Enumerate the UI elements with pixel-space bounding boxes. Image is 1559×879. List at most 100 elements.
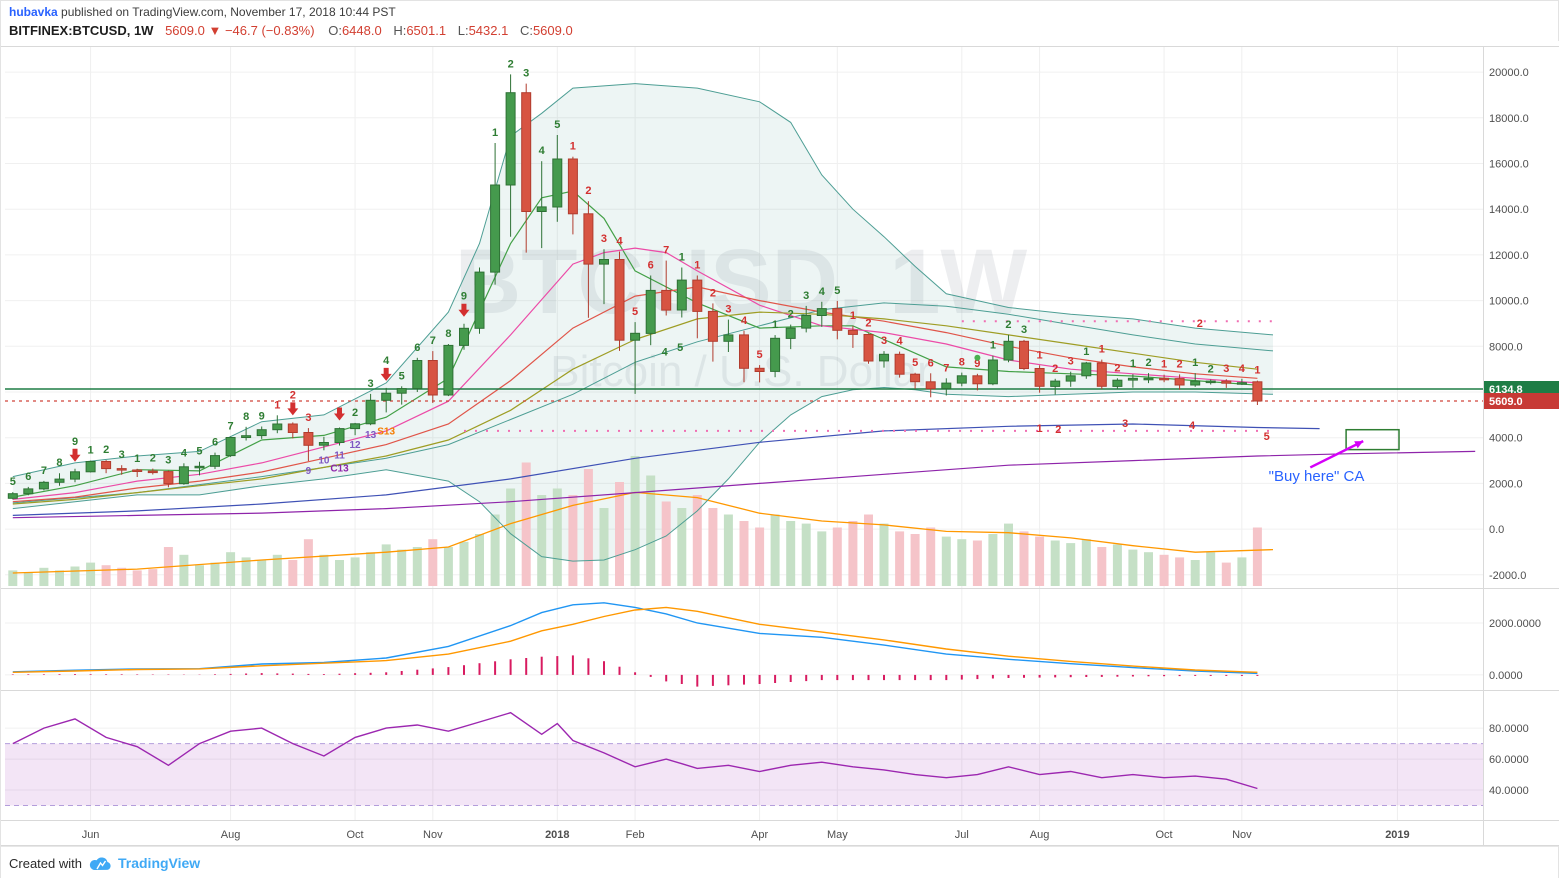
volume-bar bbox=[226, 552, 236, 586]
svg-text:6: 6 bbox=[212, 437, 218, 449]
svg-text:5: 5 bbox=[1264, 431, 1270, 443]
svg-text:Oct: Oct bbox=[346, 829, 363, 841]
buy-annotation[interactable]: "Buy here" CA bbox=[1269, 428, 1400, 485]
svg-text:1: 1 bbox=[134, 453, 140, 465]
svg-text:10000.0: 10000.0 bbox=[1489, 296, 1529, 308]
volume-bar bbox=[521, 462, 531, 586]
svg-text:13: 13 bbox=[365, 430, 377, 441]
svg-text:5: 5 bbox=[10, 476, 16, 488]
pane-borders bbox=[1, 46, 1559, 846]
candle-body bbox=[225, 437, 236, 457]
symbol-title[interactable]: BITFINEX:BTCUSD, 1W bbox=[9, 23, 154, 38]
chart-background bbox=[1, 41, 1559, 846]
svg-text:Oct: Oct bbox=[1156, 829, 1173, 841]
volume-bar bbox=[864, 514, 873, 586]
svg-text:18000.0: 18000.0 bbox=[1489, 113, 1529, 125]
candle-body bbox=[396, 388, 407, 394]
candle-body bbox=[163, 471, 174, 485]
volume-bar bbox=[926, 527, 936, 586]
volume-bar bbox=[86, 562, 96, 586]
sell-arrow-icon bbox=[287, 402, 299, 416]
candle-body bbox=[1065, 375, 1076, 382]
price-chart-canvas[interactable]: BTCUSD, 1WBitcoin / U.S. Dollar567891231… bbox=[1, 41, 1559, 846]
volume-bar bbox=[8, 570, 18, 586]
candle-body bbox=[521, 92, 532, 212]
volume-bar bbox=[459, 541, 469, 586]
svg-text:2: 2 bbox=[508, 58, 514, 70]
svg-text:1: 1 bbox=[1083, 346, 1089, 358]
svg-text:1: 1 bbox=[1254, 365, 1260, 377]
svg-text:Jul: Jul bbox=[955, 829, 969, 841]
svg-text:5: 5 bbox=[912, 357, 918, 369]
svg-text:2: 2 bbox=[1114, 362, 1120, 374]
volume-bar bbox=[195, 565, 204, 586]
candle-body bbox=[801, 315, 812, 329]
volume-bar bbox=[957, 539, 967, 586]
svg-text:1: 1 bbox=[694, 259, 700, 271]
svg-text:1: 1 bbox=[88, 445, 94, 457]
volume-bar bbox=[692, 495, 702, 586]
candle-body bbox=[1096, 362, 1107, 387]
volume-bar bbox=[770, 514, 780, 586]
svg-text:5: 5 bbox=[196, 446, 202, 458]
publish-info: published on TradingView.com, November 1… bbox=[57, 5, 396, 19]
candle-body bbox=[599, 259, 609, 265]
candle-body bbox=[925, 381, 936, 390]
volume-bar bbox=[832, 527, 842, 586]
volume-bar bbox=[1050, 540, 1060, 586]
candle-body bbox=[863, 334, 874, 362]
volume-bar bbox=[552, 488, 562, 586]
volume-bar bbox=[739, 521, 749, 586]
volume-bar bbox=[941, 536, 951, 586]
svg-text:6: 6 bbox=[414, 342, 420, 354]
volume-bar bbox=[257, 560, 267, 586]
svg-text:6: 6 bbox=[25, 471, 31, 483]
candle-body bbox=[1050, 380, 1061, 387]
last-price: 5609.0 bbox=[165, 23, 205, 38]
svg-text:3: 3 bbox=[601, 233, 607, 245]
svg-text:7: 7 bbox=[228, 421, 234, 433]
candle-body bbox=[987, 359, 998, 385]
svg-text:2: 2 bbox=[352, 407, 358, 419]
volume-bar bbox=[817, 531, 827, 586]
svg-text:C13: C13 bbox=[330, 464, 349, 475]
rsi-pane[interactable] bbox=[5, 711, 1483, 806]
candle-body bbox=[427, 360, 438, 396]
time-axis[interactable]: Jun Aug Oct Nov 2018 Feb Apr May Jul Aug Oct Nov 201… bbox=[82, 829, 1410, 841]
svg-text:3: 3 bbox=[1021, 324, 1027, 336]
author-name[interactable]: hubavka bbox=[9, 5, 58, 19]
candle-body bbox=[630, 332, 641, 341]
svg-text:1: 1 bbox=[1130, 358, 1136, 370]
svg-text:80.0000: 80.0000 bbox=[1489, 723, 1529, 735]
chart-area[interactable]: BTCUSD, 1WBitcoin / U.S. Dollar567891231… bbox=[1, 41, 1559, 846]
candle-body bbox=[365, 399, 376, 425]
candle-body bbox=[7, 493, 18, 499]
candle-body bbox=[350, 423, 361, 430]
macd-pane[interactable] bbox=[11, 602, 1259, 687]
svg-text:1: 1 bbox=[1037, 349, 1043, 361]
svg-text:Aug: Aug bbox=[221, 829, 241, 841]
candles[interactable] bbox=[7, 74, 1263, 500]
candle-body bbox=[692, 279, 703, 312]
svg-text:60.0000: 60.0000 bbox=[1489, 754, 1529, 766]
volume-bar bbox=[708, 508, 718, 586]
svg-text:2: 2 bbox=[1177, 358, 1183, 370]
svg-text:0.0000: 0.0000 bbox=[1489, 670, 1523, 682]
candle-body bbox=[567, 158, 578, 215]
volume-bar bbox=[677, 508, 687, 586]
svg-text:"Buy here" CA: "Buy here" CA bbox=[1269, 468, 1365, 485]
svg-text:BTCUSD, 1W: BTCUSD, 1W bbox=[455, 231, 1028, 333]
candle-body bbox=[1034, 368, 1045, 387]
svg-text:2: 2 bbox=[585, 185, 591, 197]
candle-body bbox=[256, 429, 267, 437]
candle-body bbox=[676, 279, 687, 311]
svg-text:3: 3 bbox=[119, 449, 125, 461]
candle-body bbox=[1127, 377, 1138, 381]
volume-bar bbox=[1097, 547, 1107, 586]
price-axis[interactable]: 20000.0 18000.0 16000.0 14000.0 12000.0 10000… bbox=[1484, 67, 1559, 797]
tradingview-logo-icon[interactable] bbox=[89, 856, 111, 871]
candle-body bbox=[536, 206, 547, 212]
svg-text:5: 5 bbox=[554, 119, 560, 131]
tradingview-brand[interactable]: TradingView bbox=[117, 855, 201, 871]
svg-text:2: 2 bbox=[150, 453, 156, 465]
